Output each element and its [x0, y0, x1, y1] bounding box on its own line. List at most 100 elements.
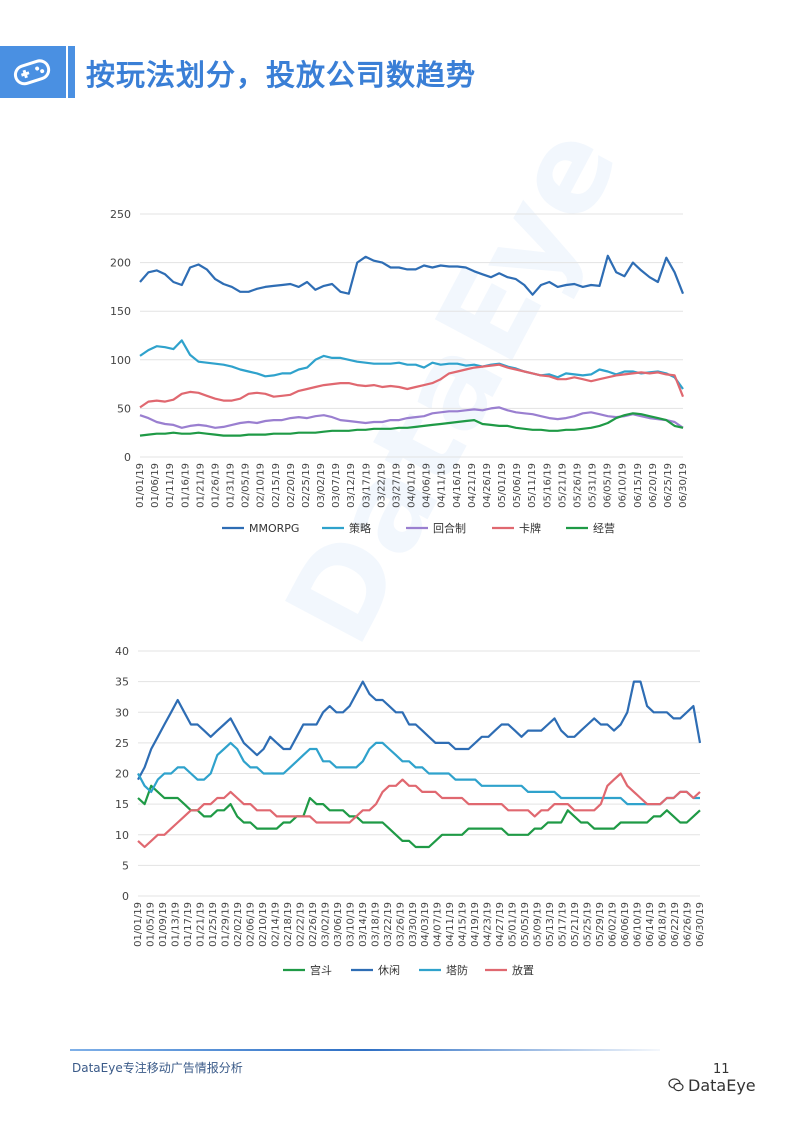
x-tick-label: 03/17/19: [361, 463, 372, 508]
x-tick-label: 02/18/19: [283, 902, 294, 947]
y-tick-label: 0: [122, 890, 129, 903]
x-tick-label: 06/06/19: [620, 902, 631, 947]
x-tick-label: 03/02/19: [316, 463, 327, 508]
x-tick-label: 03/26/19: [395, 902, 406, 947]
x-tick-label: 01/21/19: [195, 902, 206, 947]
x-tick-label: 06/18/19: [658, 902, 669, 947]
x-tick-label: 02/10/19: [258, 902, 269, 947]
x-tick-label: 01/29/19: [220, 902, 231, 947]
x-tick-label: 04/19/19: [470, 902, 481, 947]
x-tick-label: 04/26/19: [482, 463, 493, 508]
legend-label: MMORPG: [249, 522, 299, 535]
legend-label: 放置: [512, 963, 534, 977]
series-line-4: [137, 772, 701, 849]
x-tick-label: 05/01/19: [497, 463, 508, 508]
y-tick-label: 50: [117, 402, 131, 415]
x-tick-label: 05/31/19: [588, 463, 599, 508]
x-tick-label: 05/17/19: [558, 902, 569, 947]
x-tick-label: 02/10/19: [256, 463, 267, 508]
x-tick-label: 05/01/19: [508, 902, 519, 947]
x-tick-label: 06/26/19: [683, 902, 694, 947]
y-tick-label: 200: [110, 257, 131, 270]
page-number: 11: [713, 1062, 730, 1077]
x-tick-label: 06/20/19: [648, 463, 659, 508]
wechat-icon: [668, 1078, 684, 1092]
x-tick-label: 05/11/19: [527, 463, 538, 508]
header-accent-bar: [68, 46, 75, 98]
x-tick-label: 04/06/19: [422, 463, 433, 508]
legend-label: 策略: [349, 521, 371, 535]
x-tick-label: 04/11/19: [437, 463, 448, 508]
y-tick-label: 5: [122, 859, 129, 872]
x-tick-label: 03/22/19: [376, 463, 387, 508]
y-tick-label: 10: [115, 829, 129, 842]
x-tick-label: 01/16/19: [180, 463, 191, 508]
footer-divider: [70, 1049, 660, 1051]
y-tick-label: 100: [110, 354, 131, 367]
legend-label: 休闲: [378, 963, 400, 977]
x-tick-label: 02/06/19: [245, 902, 256, 947]
x-tick-label: 03/27/19: [391, 463, 402, 508]
x-tick-label: 02/25/19: [301, 463, 312, 508]
legend-label: 宫斗: [310, 963, 332, 977]
legend-label: 回合制: [433, 521, 466, 535]
legend-label: 经营: [593, 521, 615, 535]
x-tick-label: 01/13/19: [170, 902, 181, 947]
x-tick-label: 02/05/19: [241, 463, 252, 508]
x-tick-label: 06/14/19: [645, 902, 656, 947]
series-line-2: [139, 339, 684, 390]
footer-text: DataEye专注移动广告情报分析: [72, 1061, 243, 1075]
series-line-1: [139, 254, 685, 296]
x-tick-label: 02/20/19: [286, 463, 297, 508]
x-tick-label: 06/15/19: [633, 463, 644, 508]
x-tick-label: 06/10/19: [618, 463, 629, 508]
series-line-1: [137, 784, 701, 849]
series-line-3: [139, 406, 684, 429]
y-tick-label: 15: [115, 798, 129, 811]
y-tick-label: 250: [110, 208, 131, 221]
x-tick-label: 01/01/19: [133, 902, 144, 947]
x-tick-label: 06/30/19: [678, 463, 689, 508]
x-tick-label: 04/23/19: [483, 902, 494, 947]
x-tick-label: 03/12/19: [346, 463, 357, 508]
x-tick-label: 06/25/19: [663, 463, 674, 508]
x-tick-label: 01/31/19: [226, 463, 237, 508]
x-tick-label: 06/02/19: [608, 902, 619, 947]
x-tick-label: 04/15/19: [458, 902, 469, 947]
x-tick-label: 02/26/19: [308, 902, 319, 947]
gamepad-icon: [13, 59, 51, 86]
x-tick-label: 04/07/19: [433, 902, 444, 947]
y-tick-label: 30: [115, 706, 129, 719]
series-line-5: [139, 412, 684, 437]
page-title: 按玩法划分，投放公司数趋势: [86, 58, 477, 92]
x-tick-label: 03/30/19: [408, 902, 419, 947]
x-tick-label: 02/22/19: [295, 902, 306, 947]
y-tick-label: 25: [115, 737, 129, 750]
x-tick-label: 04/21/19: [467, 463, 478, 508]
x-tick-label: 03/02/19: [320, 902, 331, 947]
x-tick-label: 02/02/19: [233, 902, 244, 947]
x-tick-label: 01/06/19: [150, 463, 161, 508]
brand-logo[interactable]: DataEye: [668, 1076, 756, 1095]
x-tick-label: 03/18/19: [370, 902, 381, 947]
x-tick-label: 04/03/19: [420, 902, 431, 947]
x-tick-label: 06/05/19: [603, 463, 614, 508]
x-tick-label: 01/01/19: [135, 463, 146, 508]
x-tick-label: 05/29/19: [595, 902, 606, 947]
x-tick-label: 03/07/19: [331, 463, 342, 508]
y-tick-label: 0: [124, 451, 131, 464]
x-tick-label: 03/14/19: [358, 902, 369, 947]
y-tick-label: 35: [115, 676, 129, 689]
x-tick-label: 02/14/19: [270, 902, 281, 947]
x-tick-label: 04/11/19: [445, 902, 456, 947]
brand-name: DataEye: [688, 1076, 756, 1095]
x-tick-label: 04/16/19: [452, 463, 463, 508]
y-tick-label: 20: [115, 768, 129, 781]
x-tick-label: 05/09/19: [533, 902, 544, 947]
x-tick-label: 01/21/19: [195, 463, 206, 508]
series-line-3: [137, 741, 700, 806]
x-tick-label: 01/09/19: [158, 902, 169, 947]
x-tick-label: 03/22/19: [383, 902, 394, 947]
x-tick-label: 03/06/19: [333, 902, 344, 947]
header-icon-block: [0, 46, 66, 98]
